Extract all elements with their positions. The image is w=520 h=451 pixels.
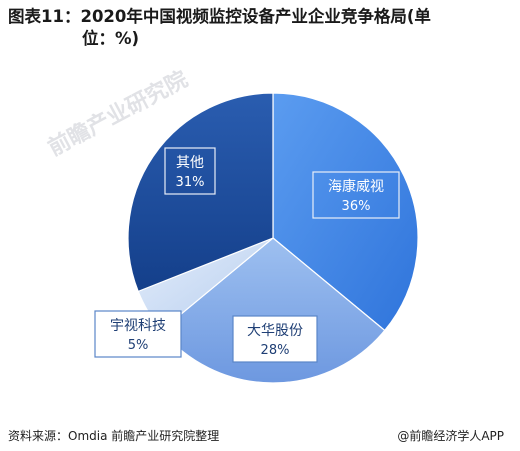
- slice-dahua-value: 28%: [261, 343, 290, 358]
- title-line-1: 图表11：2020年中国视频监控设备产业企业竞争格局(单: [8, 7, 431, 26]
- slice-uniview-value: 5%: [128, 338, 149, 353]
- slice-other: [127, 92, 274, 293]
- slice-hikvision: [272, 92, 419, 332]
- source-note: 资料来源：Omdia 前瞻产业研究院整理: [8, 429, 220, 443]
- slice-uniview-label-box: [94, 310, 182, 358]
- slice-dahua-name: 大华股份: [247, 323, 303, 339]
- brand-credit: @前瞻经济学人APP: [397, 429, 504, 443]
- slice-dahua: [160, 237, 386, 384]
- slice-other-name: 其他: [176, 155, 204, 171]
- slice-other-label-box: [164, 147, 216, 195]
- slice-uniview-name: 宇视科技: [110, 318, 166, 334]
- slice-hikvision-label-box: [312, 171, 400, 219]
- chart-title: 图表11：2020年中国视频监控设备产业企业竞争格局(单 位：%): [8, 6, 498, 50]
- slice-other-value: 31%: [176, 175, 205, 190]
- slice-hikvision-value: 36%: [342, 199, 371, 214]
- slice-dahua-label-box: [232, 315, 318, 363]
- slice-hikvision-name: 海康威视: [328, 178, 384, 195]
- title-line-2: 位：%): [82, 29, 140, 48]
